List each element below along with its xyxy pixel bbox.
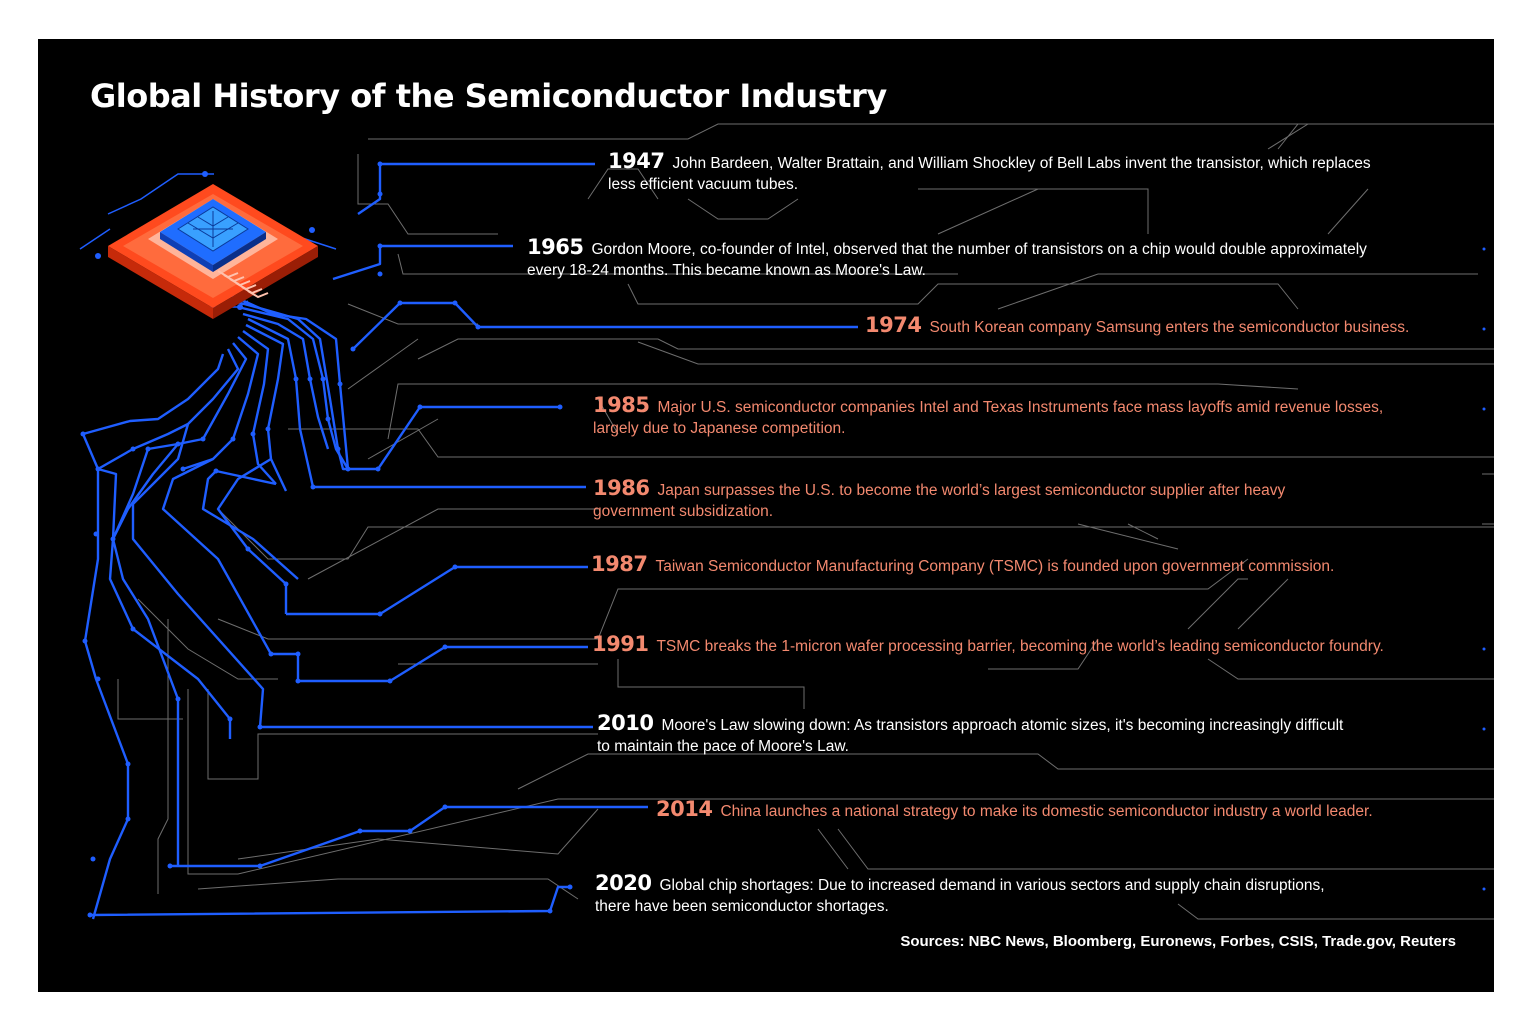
sources-footnote: Sources: NBC News, Bloomberg, Euronews, … [900,933,1456,950]
event-year: 1974 [865,313,922,337]
timeline-event-2010: 2010 Moore's Law slowing down: As transis… [597,713,1343,757]
blue-traces [81,162,858,920]
timeline-event-1974: 1974 South Korean company Samsung enters … [865,315,1409,338]
infographic-panel: Global History of the Semiconductor Indu… [38,39,1494,992]
event-year: 2010 [597,711,654,735]
timeline-event-1987: 1987 Taiwan Semiconductor Manufacturing C… [591,554,1334,577]
event-text-continued: every 18-24 months. This became known as… [527,262,926,279]
event-text: Moore's Law slowing down: As transistors… [661,717,1344,734]
timeline-event-2014: 2014 China launches a national strategy t… [656,799,1373,822]
timeline-event-1991: 1991 TSMC breaks the 1-micron wafer proce… [592,634,1384,657]
timeline-event-1947: 1947 John Bardeen, Walter Brattain, and W… [608,151,1371,195]
circuit-board-illustration [79,123,1494,920]
timeline-event-1965: 1965 Gordon Moore, co-founder of Intel, o… [527,237,1367,281]
page-title: Global History of the Semiconductor Indu… [90,77,887,115]
event-text: Global chip shortages: Due to increased … [659,877,1325,894]
event-text: China launches a national strategy to ma… [720,803,1373,820]
event-year: 2020 [595,871,652,895]
timeline-event-2020: 2020 Global chip shortages: Due to increa… [595,873,1325,917]
event-text-continued: largely due to Japanese competition. [593,420,846,437]
gray-traces [117,123,1494,920]
microchip-icon [79,171,337,319]
event-text: Taiwan Semiconductor Manufacturing Compa… [655,558,1335,575]
event-year: 1947 [608,149,665,173]
event-year: 1987 [591,552,648,576]
event-text-continued: less efficient vacuum tubes. [608,176,799,193]
event-year: 1985 [593,393,650,417]
event-text-continued: there have been semiconductor shortages. [595,898,889,915]
timeline-event-1985: 1985 Major U.S. semiconductor companies I… [593,395,1383,439]
event-year: 1965 [527,235,584,259]
timeline-event-1986: 1986 Japan surpasses the U.S. to become t… [593,478,1285,522]
event-year: 1991 [592,632,649,656]
event-text: South Korean company Samsung enters the … [929,319,1410,336]
event-text-continued: government subsidization. [593,503,774,520]
event-text: Major U.S. semiconductor companies Intel… [657,399,1384,416]
event-text-continued: to maintain the pace of Moore's Law. [597,738,849,755]
event-year: 2014 [656,797,713,821]
event-text: Gordon Moore, co-founder of Intel, obser… [591,241,1367,258]
event-text: Japan surpasses the U.S. to become the w… [657,482,1286,499]
event-year: 1986 [593,476,650,500]
event-text: John Bardeen, Walter Brattain, and Willi… [672,155,1371,172]
event-text: TSMC breaks the 1-micron wafer processin… [656,638,1384,655]
trace-nodes [80,161,1486,918]
